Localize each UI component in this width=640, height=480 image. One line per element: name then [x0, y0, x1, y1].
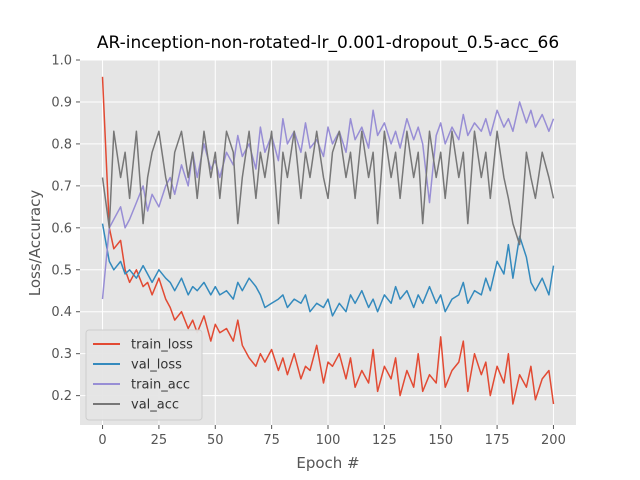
legend: train_loss val_loss train_acc val_acc — [85, 329, 203, 421]
legend-label-train-acc: train_acc — [131, 378, 190, 393]
legend-label-train-loss: train_loss — [131, 338, 193, 353]
x-tick-label: 125 — [372, 433, 397, 448]
series-lines — [101, 76, 555, 405]
x-axis-label: Epoch # — [296, 454, 359, 472]
x-tick-label: 100 — [316, 433, 341, 448]
series-line-train-acc — [101, 101, 555, 300]
x-tick-label: 75 — [263, 433, 280, 448]
y-tick-label: 0.7 — [51, 179, 72, 194]
x-tick-label: 175 — [485, 433, 510, 448]
legend-label-val-loss: val_loss — [131, 358, 182, 373]
y-tick-label: 1.0 — [51, 54, 72, 69]
y-tick-label: 0.3 — [51, 347, 72, 362]
x-tick-label: 50 — [207, 433, 224, 448]
y-tick-label: 0.4 — [51, 305, 72, 320]
y-axis-ticks: 0.2 0.3 0.4 0.5 0.6 0.7 0.8 0.9 1.0 — [51, 54, 80, 404]
y-axis-label: Loss/Accuracy — [26, 190, 44, 297]
chart-title: AR-inception-non-rotated-lr_0.001-dropou… — [97, 33, 559, 53]
y-tick-label: 0.6 — [51, 221, 72, 236]
legend-label-val-acc: val_acc — [131, 398, 179, 413]
series-line-val-loss — [101, 223, 555, 317]
y-tick-label: 0.9 — [51, 95, 72, 110]
x-tick-label: 150 — [428, 433, 453, 448]
legend-box — [85, 329, 203, 421]
x-tick-label: 25 — [151, 433, 168, 448]
series-line-train-loss — [101, 76, 555, 405]
x-tick-label: 0 — [98, 433, 106, 448]
series-line-val-acc — [101, 130, 555, 246]
y-tick-label: 0.8 — [51, 137, 72, 152]
x-tick-label: 200 — [541, 433, 566, 448]
y-tick-label: 0.5 — [51, 263, 72, 278]
x-axis-ticks: 0 25 50 75 100 125 150 175 200 — [98, 425, 566, 448]
y-tick-label: 0.2 — [51, 389, 72, 404]
